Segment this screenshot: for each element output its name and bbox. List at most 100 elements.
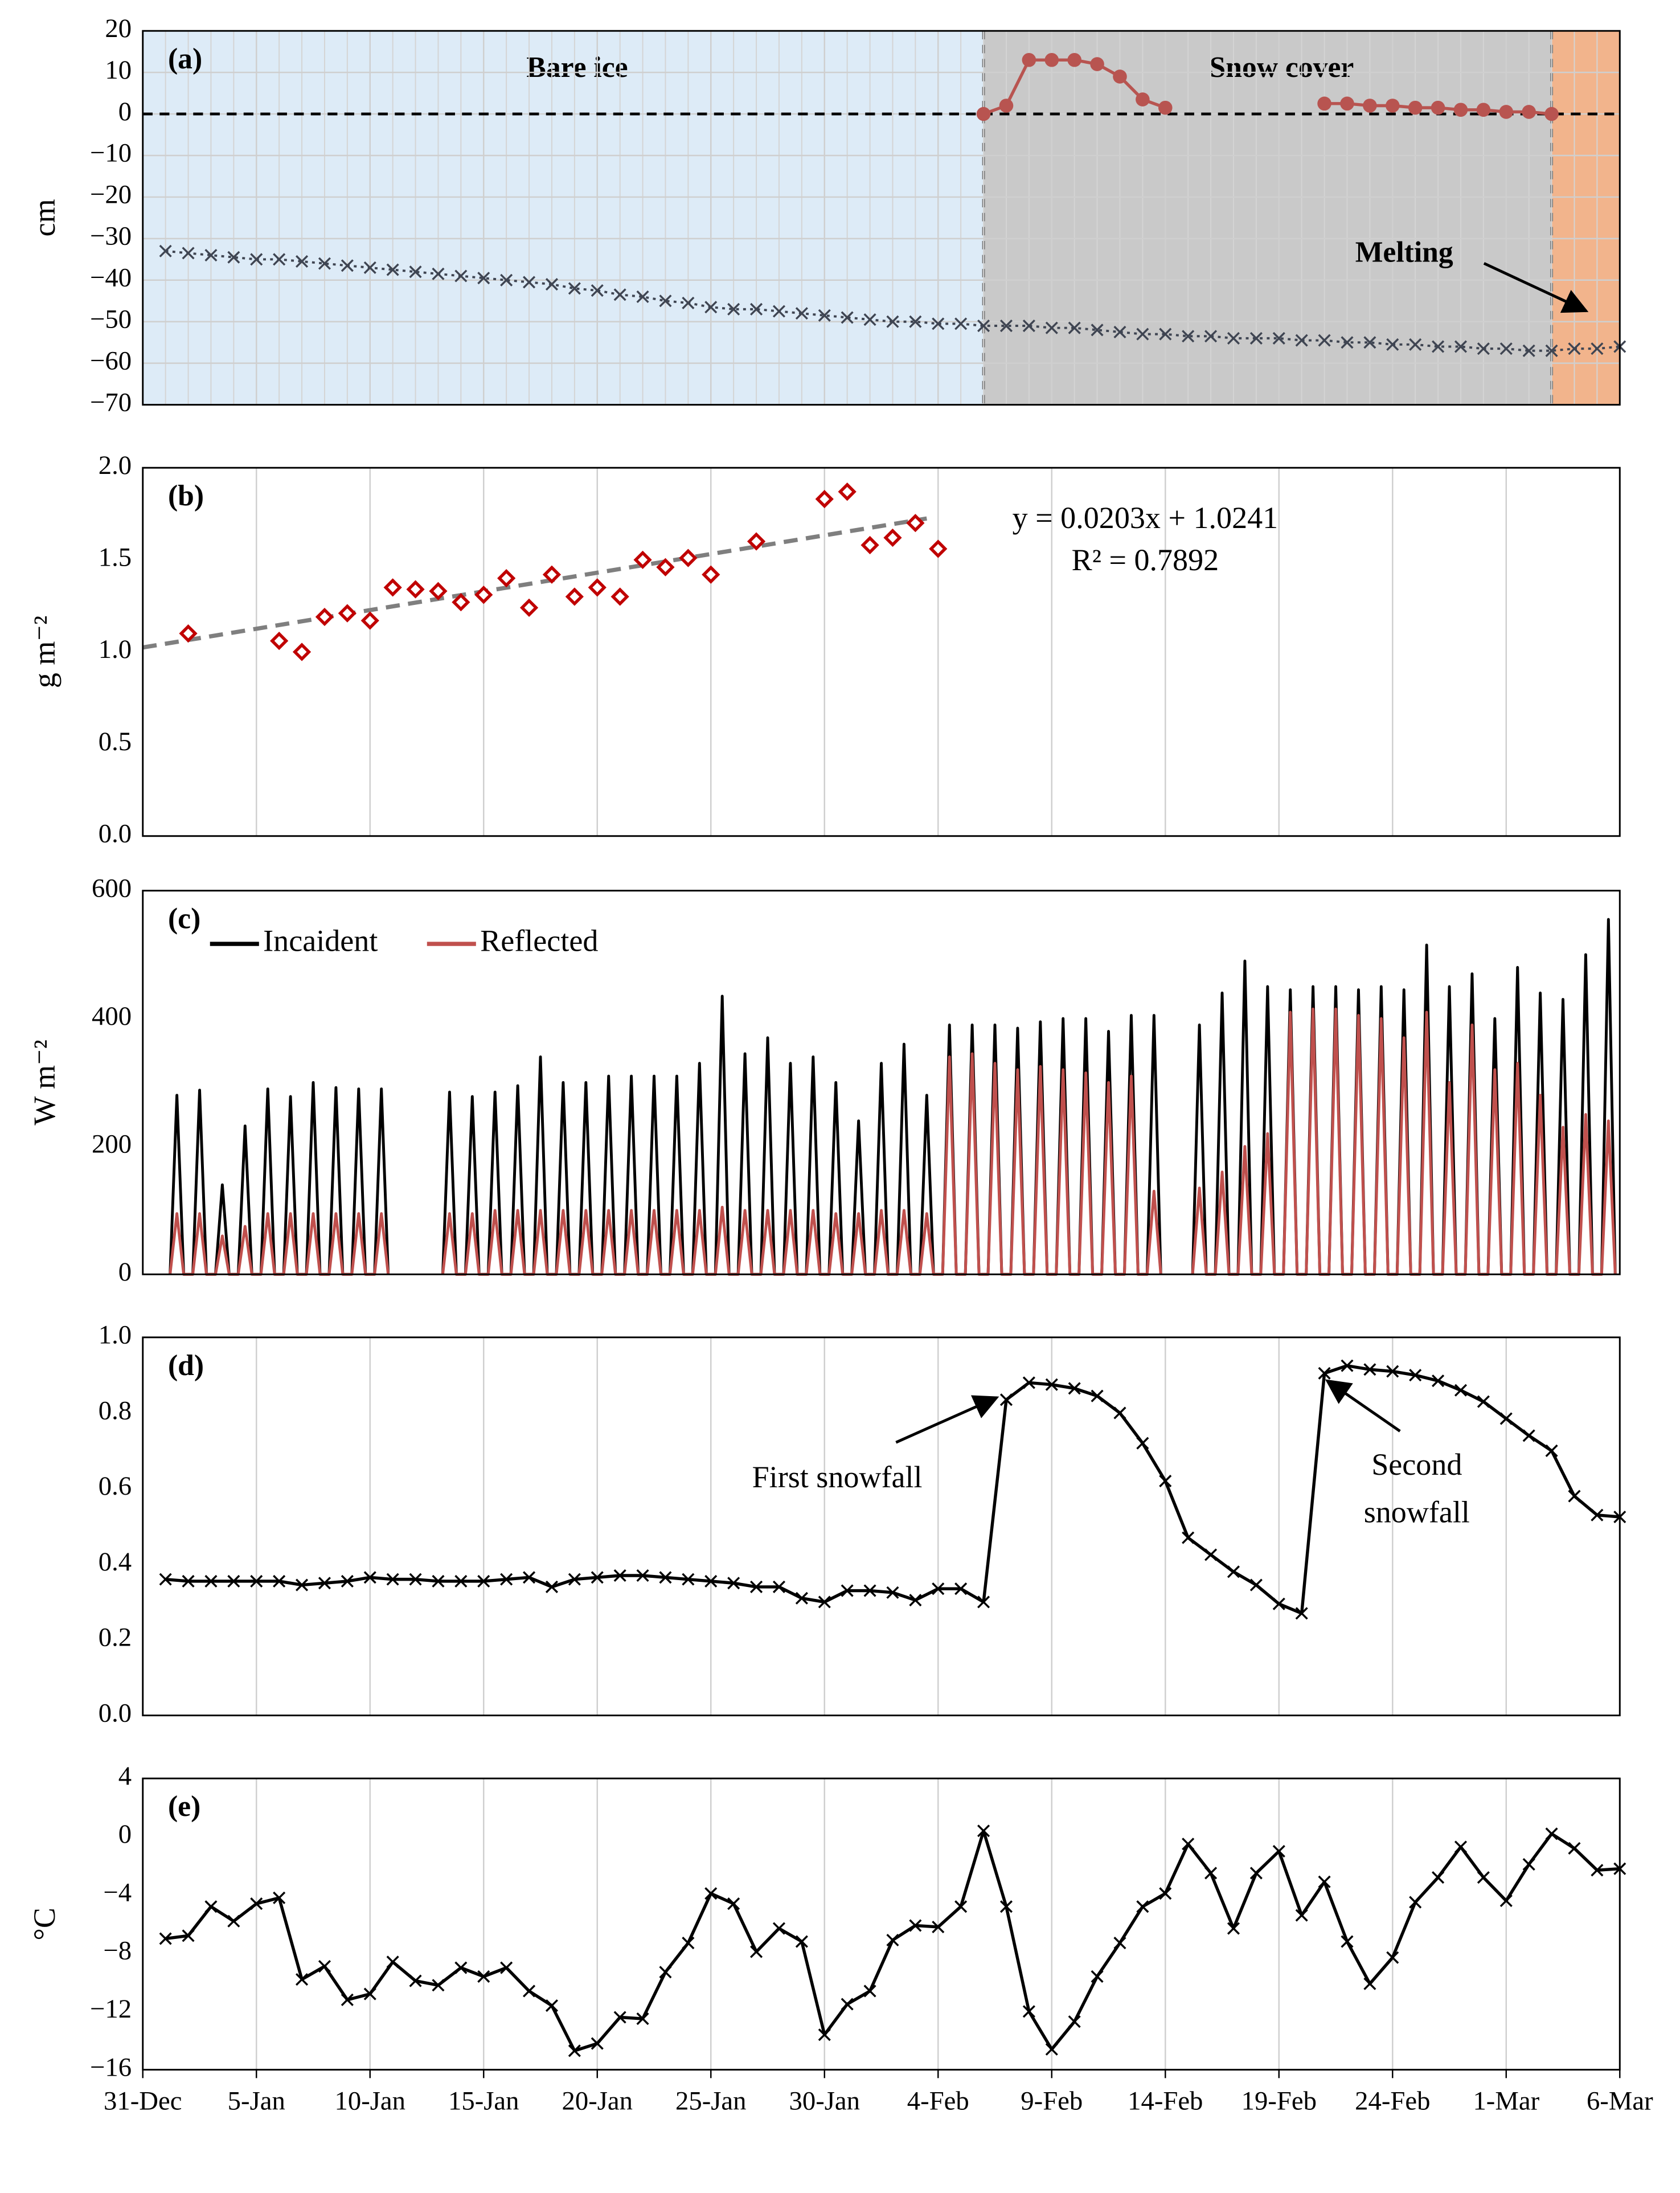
- cross-stroke: [386, 1573, 399, 1586]
- cross-stroke: [659, 294, 672, 308]
- cross-stroke: [591, 1571, 604, 1584]
- y-tick-label: −40: [90, 263, 132, 293]
- cross-stroke: [1545, 344, 1558, 357]
- cross-marker: [977, 1595, 990, 1609]
- cross-stroke: [863, 313, 876, 326]
- y-tick-label: 0.5: [99, 727, 132, 756]
- diamond-marker: [519, 598, 539, 617]
- cross-marker: [1432, 1871, 1445, 1884]
- cross-marker: [500, 273, 513, 287]
- cross-stroke: [1022, 319, 1035, 333]
- y-axis-label: cm: [27, 199, 62, 236]
- y-tick-label: 200: [92, 1129, 132, 1159]
- cross-stroke: [523, 1985, 536, 1998]
- cross-marker: [159, 1932, 172, 1945]
- cross-marker: [1136, 1900, 1149, 1913]
- cross-marker: [1386, 338, 1399, 351]
- cross-marker: [363, 1987, 376, 2000]
- cross-stroke: [477, 272, 490, 285]
- cross-marker: [999, 1900, 1013, 1913]
- cross-stroke: [1522, 1858, 1535, 1871]
- cross-stroke: [1068, 321, 1081, 334]
- y-tick-label: 1.5: [99, 543, 132, 572]
- x-tick-label: 1-Mar: [1473, 2086, 1539, 2116]
- cross-marker: [159, 1573, 172, 1586]
- cross-stroke: [1568, 1490, 1581, 1503]
- cross-stroke: [1591, 342, 1604, 355]
- cross-marker: [772, 1922, 786, 1935]
- cross-stroke: [1272, 1597, 1285, 1610]
- cross-marker: [454, 269, 468, 283]
- cross-marker: [704, 1887, 718, 1900]
- panel-label: (a): [168, 43, 202, 75]
- circle-marker: [1385, 99, 1400, 113]
- cross-stroke: [1249, 1867, 1263, 1880]
- cross-stroke: [1341, 1359, 1354, 1372]
- cross-stroke: [568, 2044, 581, 2057]
- cross-stroke: [409, 265, 422, 279]
- cross-stroke: [454, 269, 468, 283]
- cross-stroke: [341, 259, 354, 272]
- cross-marker: [1545, 344, 1558, 357]
- cross-stroke: [795, 1591, 808, 1605]
- cross-stroke: [636, 1569, 649, 1582]
- cross-marker: [909, 1919, 922, 1932]
- cross-marker: [772, 1580, 786, 1593]
- x-tick-label: 5-Jan: [228, 2086, 285, 2116]
- diamond-marker: [383, 578, 402, 597]
- plot-frame: [142, 1777, 1621, 2071]
- cross-marker: [1249, 332, 1263, 345]
- y-tick-label: 600: [92, 873, 132, 903]
- panel-label: (b): [168, 480, 204, 512]
- cross-stroke: [954, 317, 968, 330]
- y-tick-label: 4: [118, 1761, 132, 1791]
- legend-label: Reflected: [480, 923, 598, 958]
- cross-stroke: [204, 1574, 218, 1588]
- cross-stroke: [954, 1900, 968, 1913]
- cross-stroke: [296, 1973, 309, 1986]
- y-tick-label: −4: [103, 1877, 132, 1907]
- diamond-marker: [702, 565, 720, 584]
- cross-stroke: [1409, 1896, 1422, 1909]
- cross-stroke: [1432, 340, 1445, 353]
- cross-marker: [613, 2011, 626, 2024]
- x-tick-label: 6-Mar: [1587, 2086, 1653, 2116]
- y-tick-label: 0.8: [99, 1396, 132, 1425]
- cross-marker: [1272, 332, 1285, 345]
- cross-marker: [1454, 340, 1468, 353]
- cross-stroke: [1295, 334, 1308, 347]
- cross-marker: [1568, 342, 1581, 355]
- cross-stroke: [727, 1577, 740, 1590]
- cross-marker: [659, 1966, 672, 1979]
- cross-stroke: [227, 251, 240, 264]
- cross-stroke: [1363, 1363, 1376, 1376]
- cross-marker: [909, 1594, 922, 1607]
- cross-marker: [1545, 1444, 1558, 1458]
- cross-stroke: [1568, 342, 1581, 355]
- annotation: Melting: [1355, 236, 1453, 268]
- cross-marker: [1568, 1490, 1581, 1503]
- cross-marker: [682, 296, 695, 309]
- cross-stroke: [1068, 2015, 1081, 2028]
- cross-stroke: [818, 1595, 831, 1609]
- cross-stroke: [818, 309, 831, 322]
- cross-stroke: [1454, 340, 1468, 353]
- cross-marker: [1499, 1412, 1513, 1425]
- cross-stroke: [886, 1586, 899, 1599]
- cross-stroke: [341, 1993, 354, 2006]
- cross-stroke: [1045, 2043, 1058, 2056]
- circle-marker: [976, 107, 991, 121]
- cross-marker: [454, 1574, 468, 1588]
- cross-marker: [1318, 1875, 1331, 1888]
- cross-marker: [659, 294, 672, 308]
- cross-marker: [1454, 1384, 1468, 1397]
- cross-stroke: [1022, 2005, 1035, 2018]
- cross-stroke: [1499, 1894, 1513, 1908]
- cross-stroke: [296, 255, 309, 268]
- cross-stroke: [977, 1824, 990, 1838]
- cross-marker: [636, 290, 649, 304]
- cross-stroke: [704, 301, 718, 314]
- cross-stroke: [977, 319, 990, 333]
